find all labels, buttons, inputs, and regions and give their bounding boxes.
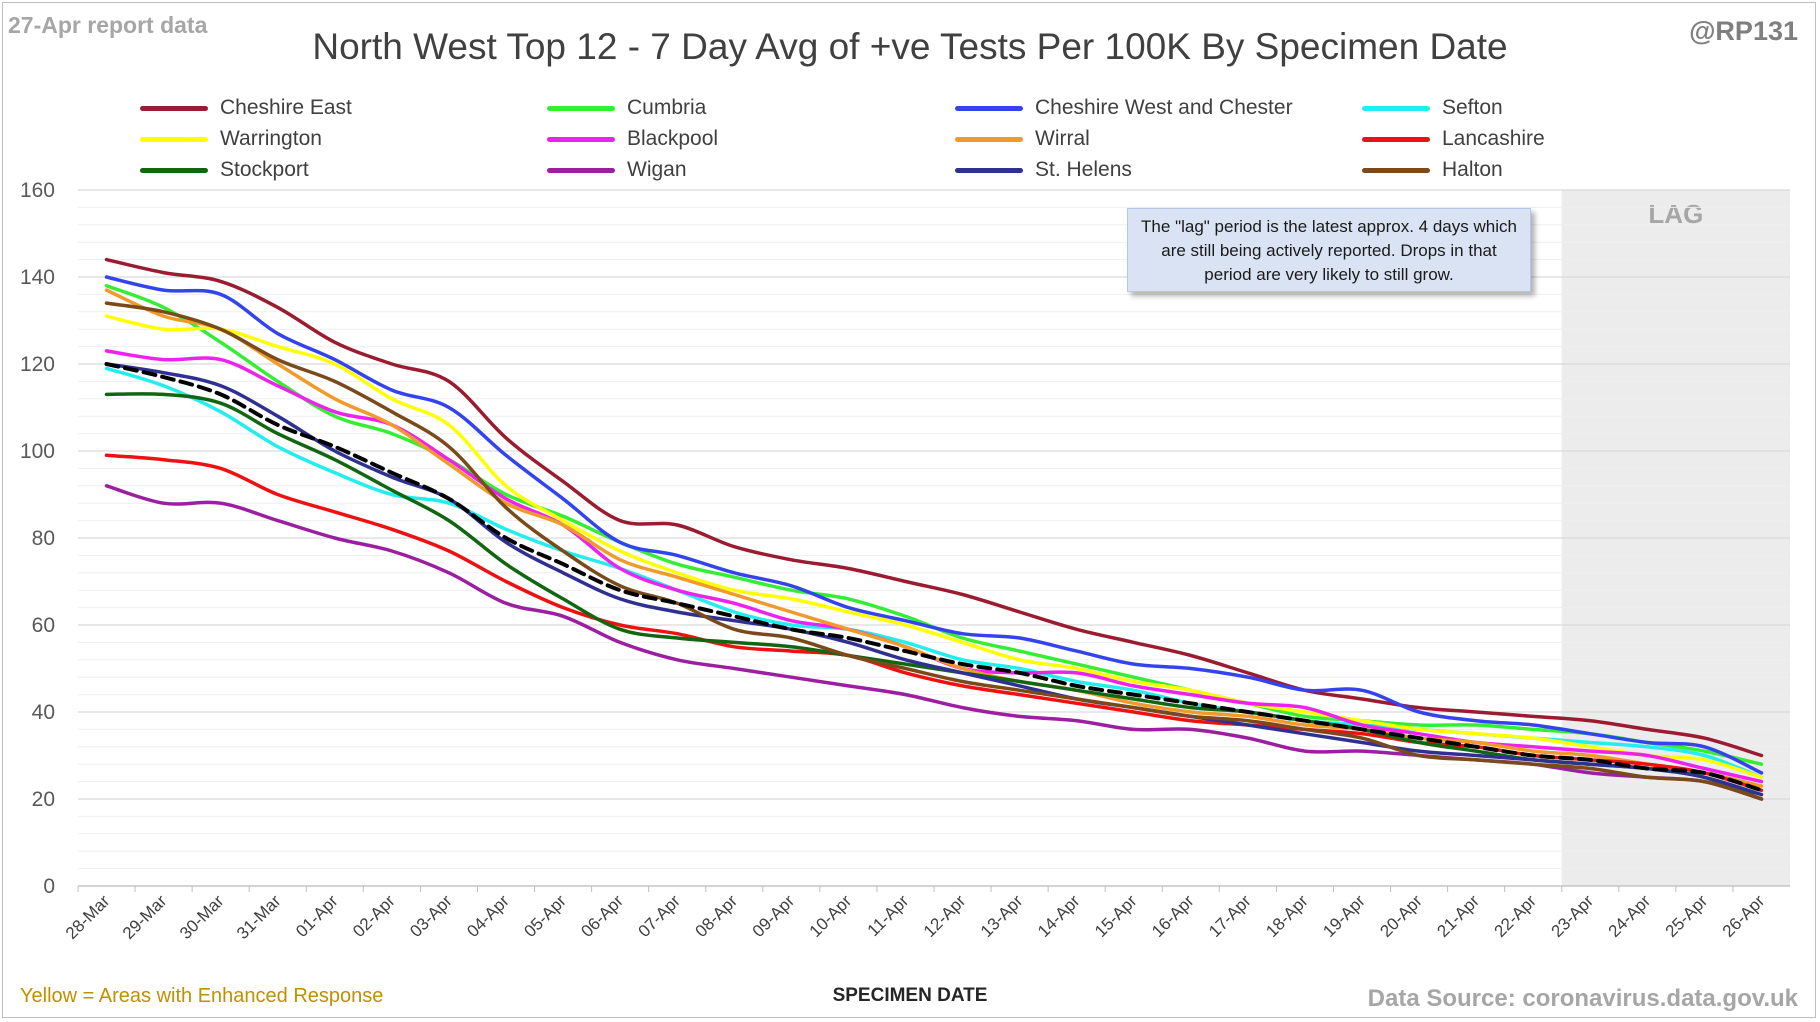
data-source: Data Source: coronavirus.data.gov.uk [1367, 985, 1798, 1012]
series-line-blackpool [104, 349, 1764, 784]
legend-item: Cumbria [547, 95, 706, 121]
enhanced-response-note: Yellow = Areas with Enhanced Response [20, 985, 384, 1007]
x-axis-title: SPECIMEN DATE [832, 985, 988, 1006]
lag-annotation-box: The "lag" period is the latest approx. 4… [1127, 208, 1531, 292]
legend-item: Stockport [140, 157, 309, 183]
series-line-wirral [104, 288, 1764, 788]
series-line-cheshire-west-and-chester [104, 275, 1764, 775]
legend-swatch [955, 105, 1023, 111]
y-tick-label: 40 [32, 701, 55, 724]
series-line-halton [104, 301, 1764, 801]
legend-label: Cheshire East [220, 96, 352, 119]
lag-label: LAG [1648, 199, 1703, 229]
legend-label: Cumbria [627, 96, 707, 119]
legend-swatch [955, 167, 1023, 173]
legend-item: Lancashire [1362, 126, 1545, 152]
y-tick-label: 60 [32, 614, 55, 637]
x-tick-label: 28-Mar [62, 891, 114, 943]
x-tick-label: 14-Apr [1034, 891, 1084, 941]
y-tick-label: 0 [43, 875, 55, 898]
y-tick-label: 160 [20, 179, 55, 202]
legend-label: Cheshire West and Chester [1035, 96, 1293, 119]
legend-label: Warrington [220, 127, 322, 150]
legend-label: Halton [1442, 158, 1503, 181]
x-tick-label: 16-Apr [1148, 891, 1198, 941]
legend-swatch [955, 136, 1023, 142]
x-tick-label: 24-Apr [1605, 891, 1655, 941]
x-tick-label: 25-Apr [1662, 891, 1712, 941]
x-tick-label: 01-Apr [292, 891, 342, 941]
legend-swatch [140, 167, 208, 173]
y-tick-label: 140 [20, 266, 55, 289]
legend-swatch [140, 136, 208, 142]
legend-swatch [1362, 167, 1430, 173]
x-tick-label: 21-Apr [1433, 891, 1483, 941]
x-tick-label: 02-Apr [349, 891, 399, 941]
legend-item: Blackpool [547, 126, 718, 152]
x-tick-label: 07-Apr [635, 891, 685, 941]
x-tick-label: 08-Apr [692, 891, 742, 941]
x-tick-label: 17-Apr [1205, 891, 1255, 941]
x-tick-label: 03-Apr [406, 891, 456, 941]
x-tick-label: 05-Apr [520, 891, 570, 941]
y-tick-label: 20 [32, 788, 55, 811]
legend-swatch [547, 105, 615, 111]
x-tick-label: 31-Mar [233, 891, 285, 943]
legend-item: Halton [1362, 157, 1503, 183]
legend-label: St. Helens [1035, 158, 1132, 181]
series-line-dashed-average [104, 362, 1764, 793]
legend-label: Wirral [1035, 127, 1090, 150]
legend-swatch [1362, 105, 1430, 111]
x-tick-label: 15-Apr [1091, 891, 1141, 941]
x-tick-label: 09-Apr [749, 891, 799, 941]
series-line-st-helens [104, 362, 1764, 797]
x-tick-label: 26-Apr [1719, 891, 1769, 941]
x-tick-label: 11-Apr [864, 891, 913, 940]
x-tick-label: 23-Apr [1548, 891, 1598, 941]
x-tick-label: 13-Apr [977, 891, 1027, 941]
x-tick-label: 20-Apr [1376, 891, 1426, 941]
series-line-lancashire [104, 453, 1764, 793]
legend-swatch [1362, 136, 1430, 142]
series-line-stockport [104, 392, 1764, 801]
legend-swatch [547, 167, 615, 173]
legend-label: Stockport [220, 158, 309, 181]
legend: Cheshire East Cumbria Cheshire West and Ch… [0, 0, 1820, 190]
legend-item: Wirral [955, 126, 1090, 152]
x-tick-label: 18-Apr [1262, 891, 1312, 941]
legend-item: St. Helens [955, 157, 1132, 183]
legend-label: Blackpool [627, 127, 719, 150]
chart-title: North West Top 12 - 7 Day Avg of +ve Tes… [312, 26, 1508, 67]
x-tick-label: 12-Apr [920, 891, 970, 941]
legend-item: Sefton [1362, 95, 1503, 121]
series-line-cheshire-east [104, 257, 1764, 758]
legend-item: Cheshire West and Chester [955, 95, 1293, 121]
legend-item: Cheshire East [140, 95, 352, 121]
x-tick-label: 06-Apr [577, 891, 627, 941]
legend-label: Wigan [627, 158, 687, 181]
x-tick-label: 29-Mar [119, 891, 171, 943]
legend-item: Wigan [547, 157, 687, 183]
report-date-label: 27-Apr report data [8, 12, 208, 38]
legend-swatch [140, 105, 208, 111]
y-tick-label: 80 [32, 527, 55, 550]
legend-label: Lancashire [1442, 127, 1545, 150]
legend-item: Warrington [140, 126, 322, 152]
y-tick-label: 120 [20, 353, 55, 376]
y-tick-label: 100 [20, 440, 55, 463]
legend-swatch [547, 136, 615, 142]
author-handle: @RP131 [1689, 16, 1798, 46]
x-tick-label: 04-Apr [463, 891, 513, 941]
x-tick-label: 10-Apr [806, 891, 856, 941]
x-tick-label: 30-Mar [176, 891, 228, 943]
legend-label: Sefton [1442, 96, 1503, 119]
series-line-cumbria [104, 283, 1764, 766]
x-tick-label: 22-Apr [1491, 891, 1541, 941]
series-line-warrington [104, 314, 1764, 780]
x-tick-label: 19-Apr [1319, 891, 1369, 941]
